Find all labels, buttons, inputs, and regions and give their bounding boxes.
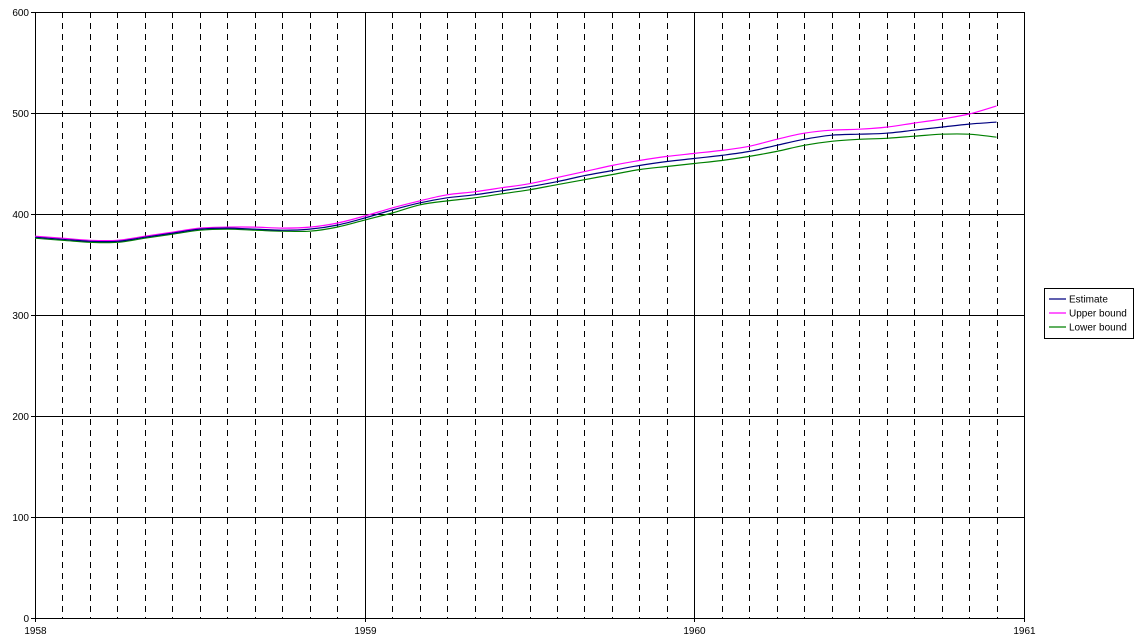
y-tick-label: 500 xyxy=(12,109,29,120)
y-tick-label: 100 xyxy=(12,513,29,524)
y-tick-label: 300 xyxy=(12,311,29,322)
series-line-lower-bound xyxy=(34,133,997,244)
y-tick-label: 200 xyxy=(12,412,29,423)
series-group xyxy=(34,105,997,244)
y-tick-label: 400 xyxy=(12,210,29,221)
legend: Estimate Upper bound Lower bound xyxy=(1044,288,1134,339)
legend-label-upper-bound: Upper bound xyxy=(1069,309,1127,320)
x-tick-label: 1960 xyxy=(683,626,706,637)
x-axis: 1958 1959 1960 1961 xyxy=(24,618,1036,637)
y-tick-label: 600 xyxy=(12,8,29,19)
x-tick-label: 1959 xyxy=(354,626,377,637)
x-tick-label: 1958 xyxy=(24,626,47,637)
legend-label-lower-bound: Lower bound xyxy=(1069,323,1127,334)
series-line-upper-bound xyxy=(34,105,997,242)
series-line-estimate xyxy=(34,121,997,243)
plot-border xyxy=(35,12,1025,619)
y-axis: 0 100 200 300 400 500 600 xyxy=(12,8,35,625)
plot-area xyxy=(35,12,1025,619)
grid xyxy=(35,12,1025,619)
legend-label-estimate: Estimate xyxy=(1069,295,1108,306)
y-tick-label: 0 xyxy=(23,614,29,625)
x-tick-label: 1961 xyxy=(1013,626,1036,637)
